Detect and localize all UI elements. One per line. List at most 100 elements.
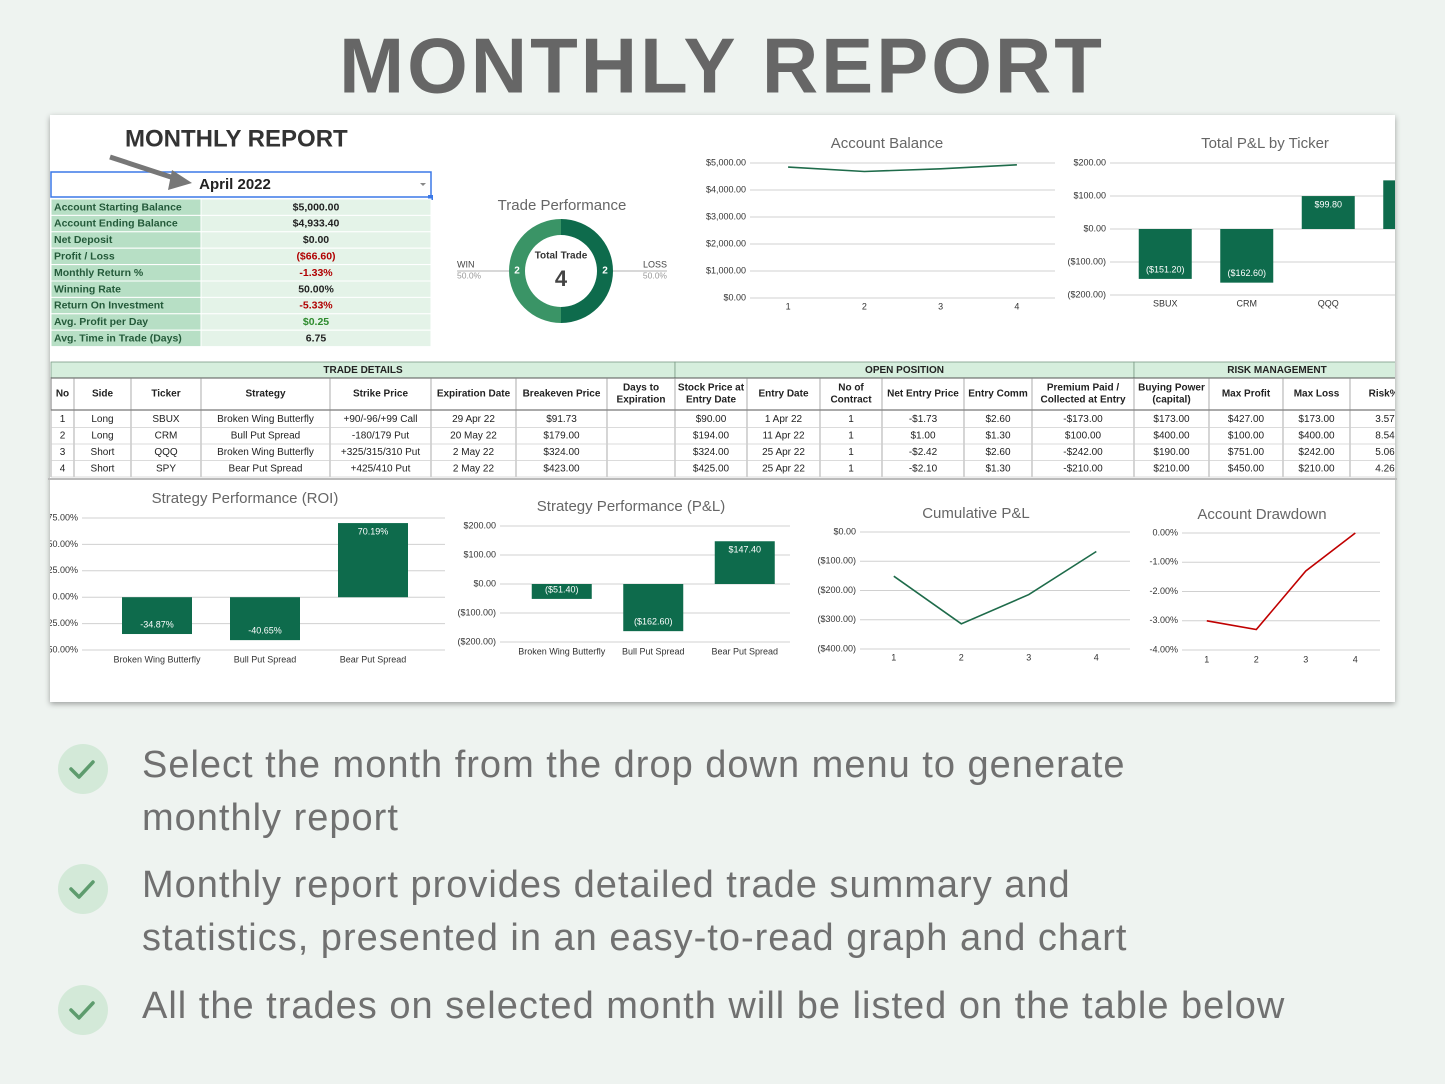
- table-cell: $751.00: [1228, 447, 1265, 458]
- table-cell: Bear Put Spread: [229, 464, 303, 475]
- data-label: ($162.60): [634, 617, 673, 627]
- table-cell: $210.00: [1153, 464, 1190, 475]
- table-cell: Bull Put Spread: [231, 431, 301, 442]
- data-label: 70.19%: [358, 526, 389, 536]
- segment-count: 2: [602, 266, 608, 277]
- column-header: Expiration: [617, 395, 666, 406]
- column-header: Collected at Entry: [1040, 395, 1125, 406]
- table-cell: 4.26: [1375, 464, 1395, 475]
- y-tick-label: -1.00%: [1149, 557, 1178, 567]
- y-tick-label: 50.00%: [47, 539, 78, 549]
- bullets: Select the month from the drop down menu…: [58, 744, 1284, 1035]
- segment-label: LOSS: [643, 259, 667, 269]
- column-header: Entry Date: [686, 395, 736, 406]
- column-header: Stock Price at: [678, 383, 745, 394]
- y-tick-label: ($100.00): [1067, 256, 1106, 266]
- column-header: Premium Paid /: [1047, 383, 1119, 394]
- table-cell: 4: [60, 464, 66, 475]
- check-mark: [69, 760, 95, 779]
- table-cell: $2.60: [985, 447, 1010, 458]
- chart-title: Account Balance: [831, 135, 944, 152]
- column-header: Max Profit: [1222, 389, 1271, 400]
- y-tick-label: $0.00: [1083, 223, 1106, 233]
- y-tick-label: $100.00: [463, 549, 496, 559]
- line-series: [1206, 532, 1356, 631]
- column-header: Strike Price: [353, 389, 408, 400]
- table-cell: -$210.00: [1063, 464, 1103, 475]
- x-tick-label: CRM: [1237, 298, 1258, 308]
- y-tick-label: -50.00%: [44, 644, 78, 654]
- y-tick-label: 0.00%: [52, 592, 78, 602]
- table-cell: -$2.10: [909, 464, 938, 475]
- y-tick-label: ($200.00): [457, 636, 496, 646]
- x-tick-label: 1: [891, 652, 896, 662]
- bullet-text: Select the month from the drop down menu…: [142, 744, 1126, 786]
- table-cell: $173.00: [1298, 414, 1335, 425]
- x-tick-label: 3: [938, 301, 943, 311]
- pointer-arrowhead: [168, 170, 192, 190]
- data-label: ($51.40): [545, 584, 579, 594]
- y-tick-label: $3,000.00: [706, 211, 746, 221]
- bar: [1383, 180, 1395, 229]
- y-tick-label: $0.00: [473, 578, 496, 588]
- table-cell: 1: [848, 447, 854, 458]
- table-cell: $324.00: [693, 447, 730, 458]
- x-tick-label: 4: [1094, 652, 1099, 662]
- table-cell: 2 May 22: [453, 447, 495, 458]
- summary-label: Net Deposit: [54, 234, 113, 246]
- table-cell: $2.60: [985, 414, 1010, 425]
- table-cell: -$242.00: [1063, 447, 1103, 458]
- donut-segment: [509, 219, 561, 323]
- y-tick-label: ($200.00): [1067, 289, 1106, 299]
- summary-value: 6.75: [306, 332, 327, 344]
- column-header: Days to: [623, 383, 659, 394]
- group-header: TRADE DETAILS: [323, 365, 403, 376]
- report-title: MONTHLY REPORT: [125, 125, 348, 152]
- line-series: [788, 164, 1017, 173]
- summary-label: Monthly Return %: [54, 267, 144, 279]
- column-header: Breakeven Price: [523, 389, 601, 400]
- table-cell: $400.00: [1153, 431, 1190, 442]
- x-tick-label: Broken Wing Butterfly: [113, 654, 201, 664]
- data-label: -40.65%: [248, 626, 282, 636]
- table-cell: Broken Wing Butterfly: [217, 414, 314, 425]
- table-cell: 1: [848, 414, 854, 425]
- table-cell: -180/179 Put: [352, 431, 409, 442]
- column-header: Net Entry Price: [887, 389, 959, 400]
- table-cell: 1: [60, 414, 66, 425]
- table-cell: 25 Apr 22: [762, 464, 805, 475]
- table-cell: $1.30: [985, 464, 1010, 475]
- x-tick-label: 4: [1014, 301, 1019, 311]
- group-header: RISK MANAGEMENT: [1227, 365, 1326, 376]
- month-value: April 2022: [199, 176, 271, 193]
- table-cell: 1 Apr 22: [765, 414, 803, 425]
- y-tick-label: ($300.00): [817, 614, 856, 624]
- y-tick-label: -2.00%: [1149, 586, 1178, 596]
- table-cell: $1.00: [910, 431, 935, 442]
- table-cell: 20 May 22: [450, 431, 497, 442]
- summary-label: Profit / Loss: [54, 250, 115, 262]
- bar: [714, 541, 775, 584]
- dropdown-handle: [428, 195, 433, 200]
- table-cell: 3.57: [1375, 414, 1395, 425]
- dropdown-caret: [420, 183, 426, 186]
- table-cell: $100.00: [1065, 431, 1102, 442]
- table-cell: $425.00: [693, 464, 730, 475]
- summary-label: Avg. Profit per Day: [54, 316, 148, 328]
- summary-label: Avg. Time in Trade (Days): [54, 332, 182, 344]
- bullet-text: monthly report: [142, 797, 399, 839]
- page-title: MONTHLY REPORT: [339, 22, 1105, 110]
- x-tick-label: Bear Put Spread: [711, 646, 778, 656]
- column-header: Strategy: [245, 389, 285, 400]
- summary-value: $0.00: [303, 234, 329, 246]
- y-tick-label: ($100.00): [817, 556, 856, 566]
- y-tick-label: $0.00: [723, 292, 746, 302]
- table-cell: $450.00: [1228, 464, 1265, 475]
- x-tick-label: 2: [1254, 654, 1259, 664]
- table-cell: 25 Apr 22: [762, 447, 805, 458]
- y-tick-label: $1,000.00: [706, 265, 746, 275]
- x-tick-label: QQQ: [1318, 298, 1339, 308]
- table-cell: 1: [848, 464, 854, 475]
- donut-center-total: 4: [555, 266, 568, 291]
- segment-count: 2: [514, 266, 520, 277]
